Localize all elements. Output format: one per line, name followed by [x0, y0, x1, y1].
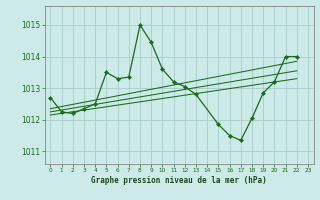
- X-axis label: Graphe pression niveau de la mer (hPa): Graphe pression niveau de la mer (hPa): [91, 176, 267, 185]
